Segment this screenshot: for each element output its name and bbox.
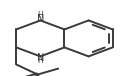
Text: N: N [37, 53, 44, 63]
Text: H: H [37, 56, 43, 65]
Text: N: N [37, 14, 44, 24]
Text: H: H [37, 11, 43, 20]
